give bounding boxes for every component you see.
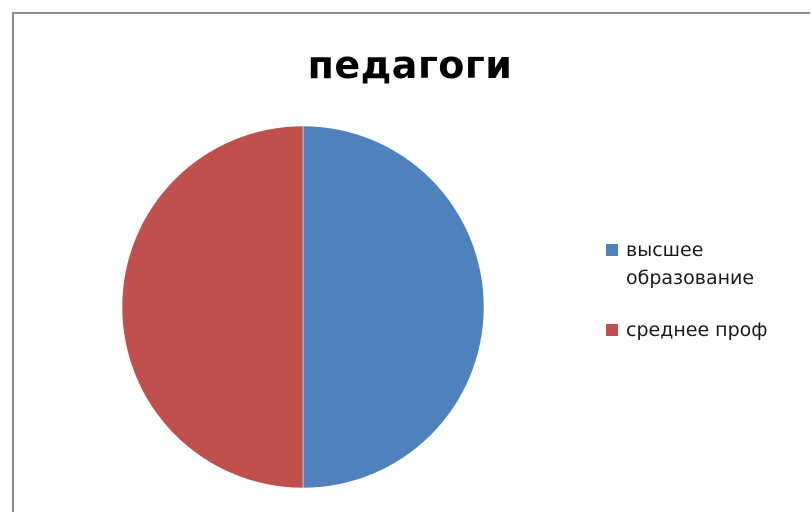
legend-swatch-higher-education xyxy=(606,244,618,256)
pie-slice-higher-education xyxy=(302,125,485,489)
legend-item-secondary-professional: среднее проф xyxy=(606,316,806,344)
pie-slice-secondary-professional xyxy=(121,125,304,489)
chart-title: педагоги xyxy=(307,43,513,87)
legend-label-secondary-professional: среднее проф xyxy=(626,319,768,341)
legend-label-higher-education: высшее образование xyxy=(626,239,755,289)
legend-swatch-secondary-professional xyxy=(606,324,618,336)
legend-item-higher-education: высшее образование xyxy=(606,236,806,292)
chart-legend: высшее образование среднее проф xyxy=(606,236,806,368)
